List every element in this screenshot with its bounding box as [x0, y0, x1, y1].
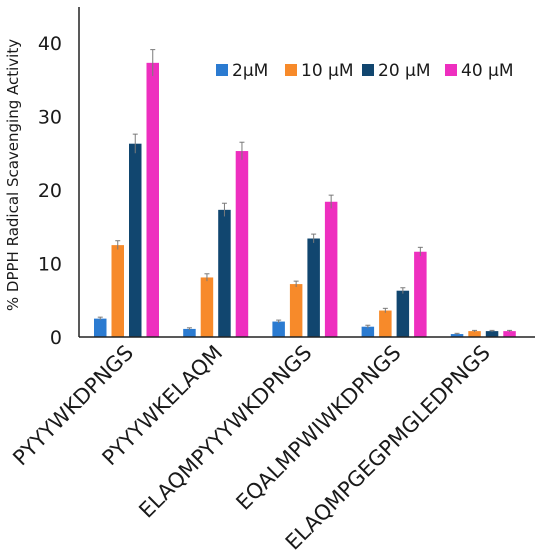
bar [485, 331, 499, 337]
y-axis-label: % DPPH Radical Scavenging Activity [4, 39, 22, 311]
bar [450, 334, 464, 337]
bar [307, 238, 320, 337]
legend-label: 2μM [232, 61, 268, 81]
y-tick-label: 10 [38, 254, 62, 276]
legend-swatch [285, 64, 297, 76]
legend: 2μM 10 μM 20 μM 40 μM [216, 61, 514, 81]
y-tick-label: 20 [38, 180, 62, 202]
bar [324, 201, 338, 337]
axes [78, 7, 535, 338]
bar [200, 277, 214, 337]
bar [218, 209, 231, 337]
bar [94, 318, 107, 337]
bar [272, 321, 285, 337]
y-tick-label: 30 [38, 107, 62, 129]
bars-group [94, 49, 516, 337]
y-tick-label: 40 [38, 33, 62, 55]
category-label: ELAQMPYYYWKDPNGS [134, 341, 316, 523]
legend-swatch [362, 64, 374, 76]
category-label: EQALMPWIWKDPNGS [231, 341, 405, 515]
legend-label: 20 μM [378, 61, 431, 81]
y-axis-ticks: 0 10 20 30 40 [38, 33, 62, 349]
legend-swatch [445, 64, 457, 76]
bar [468, 331, 481, 337]
bar [111, 245, 124, 337]
bar [289, 284, 303, 337]
bar [146, 62, 159, 337]
bar [361, 326, 375, 337]
legend-label: 10 μM [301, 61, 354, 81]
bar [235, 151, 249, 337]
bar [503, 331, 516, 337]
y-tick-label: 0 [50, 327, 62, 349]
bar [183, 328, 196, 337]
bar [379, 310, 392, 337]
legend-swatch [216, 64, 228, 76]
legend-label: 40 μM [461, 61, 514, 81]
bar [396, 290, 410, 337]
bar [129, 143, 142, 337]
category-labels: PYYYWKDPNGSPYYYWKELAQMELAQMPYYYWKDPNGSEQ… [8, 341, 494, 555]
bar [414, 251, 427, 337]
